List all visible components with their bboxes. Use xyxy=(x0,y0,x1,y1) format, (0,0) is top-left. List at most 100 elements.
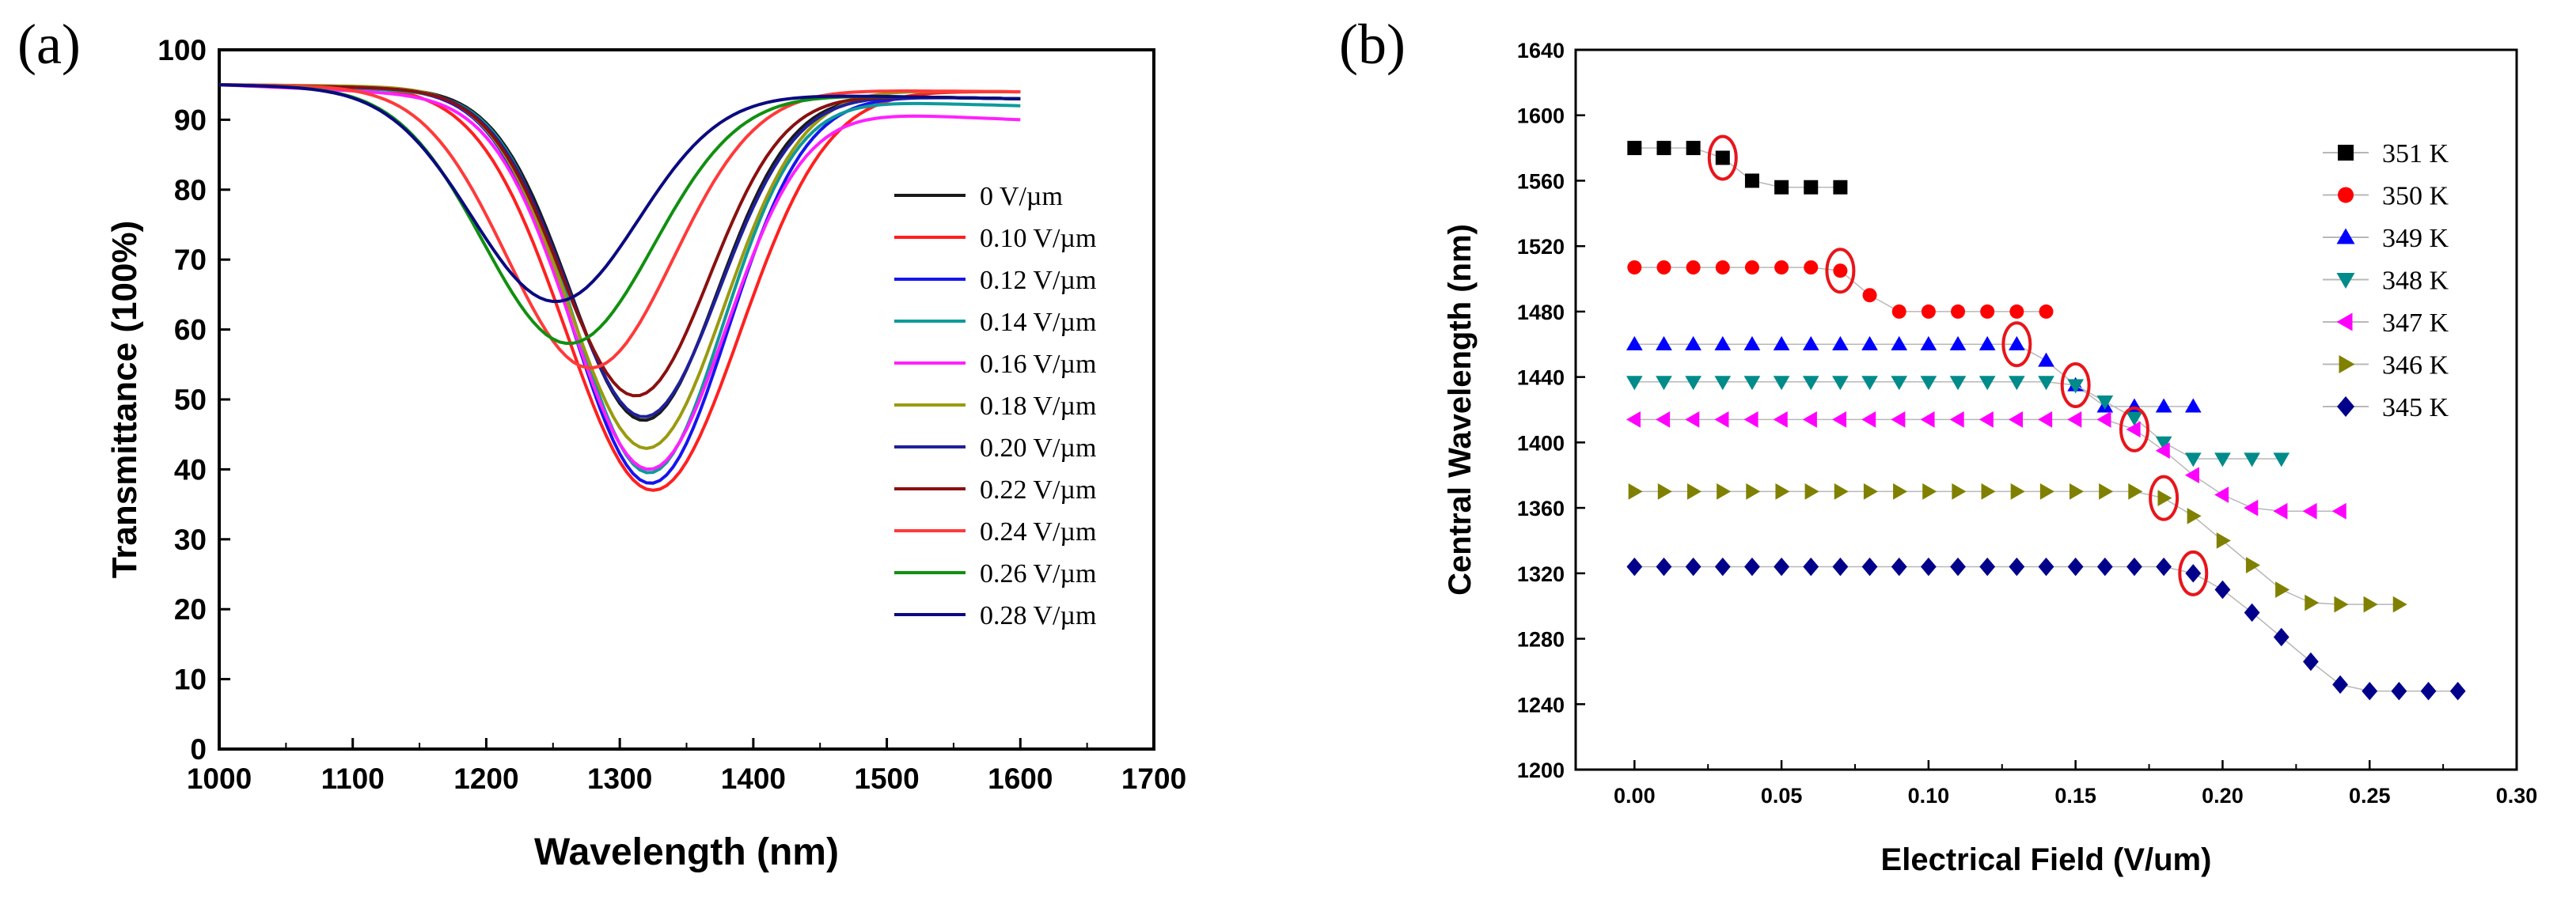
panel-a-series-line xyxy=(218,83,1021,450)
panel-b-legend: 351 K 350 K 349 K 348 K 347 K 346 K 345 K xyxy=(2323,139,2449,422)
panel-b-data-point xyxy=(1832,411,1847,428)
panel-b-data-point xyxy=(1744,260,1759,275)
panel-b-data-point xyxy=(1715,260,1730,275)
panel-b-data-point xyxy=(1773,411,1788,428)
panel-a-legend-label: 0.22 V/µm xyxy=(980,475,1096,505)
panel-b-data-point xyxy=(1833,263,1848,278)
panel-a-legend-label: 0.12 V/µm xyxy=(980,266,1096,295)
panel-b-x-tick-label: 0.15 xyxy=(2054,784,2096,808)
panel-b-data-point xyxy=(1626,411,1641,428)
panel-a-legend-label: 0.18 V/µm xyxy=(980,392,1096,421)
panel-b-data-point xyxy=(2185,564,2202,583)
panel-a-legend: 0 V/µm 0.10 V/µm 0.12 V/µm 0.14 V/µm 0.16 V/… xyxy=(894,182,1096,630)
panel-b-data-point xyxy=(1714,411,1729,428)
panel-a-y-tick-label: 20 xyxy=(174,593,207,626)
panel-a-y-tick-label: 70 xyxy=(174,244,207,276)
panel-b-data-point xyxy=(1952,483,1967,500)
panel-a-series-line xyxy=(218,83,1021,304)
panel-b-data-point xyxy=(1686,483,1702,500)
panel-b-data-point xyxy=(1951,304,1966,319)
panel-b-data-point xyxy=(2336,312,2353,331)
panel-a-transmittance-chart: (a) 1000 1100 1200 1300 1400 1500 1600 1700 0 10 2… xyxy=(17,13,1186,873)
panel-b-data-point xyxy=(1774,260,1789,275)
panel-b-data-point xyxy=(2039,304,2054,319)
panel-b-data-point xyxy=(1656,335,1672,350)
panel-a-legend-label: 0.16 V/µm xyxy=(980,350,1096,379)
panel-b-data-point xyxy=(2362,682,2378,701)
panel-b-data-point xyxy=(1685,557,1702,577)
panel-a-y-tick-label: 100 xyxy=(157,34,207,66)
panel-b-data-point xyxy=(2067,411,2082,428)
panel-b-legend-label: 350 K xyxy=(2382,182,2449,211)
panel-b-data-point xyxy=(1861,376,1878,391)
panel-b-y-tick-label: 1360 xyxy=(1517,497,1565,520)
panel-b-data-point xyxy=(1978,376,1996,391)
panel-b-data-point xyxy=(2184,467,2199,484)
panel-b-data-point xyxy=(2184,452,2202,467)
panel-b-data-point xyxy=(2008,335,2025,350)
panel-b-series-connector xyxy=(1634,566,2458,692)
panel-a-series-line xyxy=(218,83,1021,418)
panel-b-data-point xyxy=(2096,411,2111,428)
panel-b-highlight-ellipse xyxy=(2149,475,2180,521)
panel-b-legend-label: 345 K xyxy=(2382,393,2449,422)
panel-b-data-point xyxy=(2244,452,2260,467)
panel-b-data-point xyxy=(1802,411,1817,428)
panel-b-data-point xyxy=(2334,596,2349,613)
panel-b-data-point xyxy=(2338,145,2354,161)
panel-b-data-point xyxy=(2275,581,2290,598)
panel-b-data-point xyxy=(2392,596,2407,613)
panel-b-data-point xyxy=(1746,483,1761,500)
panel-a-series-line xyxy=(218,83,1021,422)
panel-b-data-point xyxy=(1744,173,1759,188)
panel-b-data-point xyxy=(1922,483,1937,500)
panel-b-y-tick-label: 1200 xyxy=(1517,759,1565,782)
panel-b-legend-label: 346 K xyxy=(2382,351,2449,380)
panel-b-data-point xyxy=(1920,335,1937,350)
panel-b-data-point xyxy=(2126,421,2141,438)
panel-b-data-point xyxy=(1657,483,1672,500)
panel-b-data-point xyxy=(2184,398,2202,413)
panel-a-legend-label: 0.10 V/µm xyxy=(980,224,1096,253)
panel-b-data-point xyxy=(1714,376,1732,391)
panel-b-data-point xyxy=(1686,141,1701,156)
panel-b-data-point xyxy=(1775,483,1790,500)
panel-b-highlight-ellipse xyxy=(1707,134,1738,181)
panel-a-series-lines xyxy=(218,83,1021,492)
panel-b-data-point xyxy=(2155,436,2172,451)
panel-b-data-point xyxy=(1833,180,1848,195)
panel-b-x-tick-label: 0.00 xyxy=(1614,784,1656,808)
panel-b-data-point xyxy=(2038,376,2054,391)
panel-b-data-point xyxy=(2331,502,2346,520)
panel-b-data-point xyxy=(2156,557,2172,577)
panel-b-data-point xyxy=(1743,376,1761,391)
panel-b-x-tick-label: 0.20 xyxy=(2202,784,2244,808)
panel-b-data-point xyxy=(1743,411,1758,428)
panel-b-data-point xyxy=(2067,557,2084,577)
panel-b-data-point xyxy=(2126,411,2143,426)
panel-b-data-point xyxy=(1714,335,1732,350)
panel-b-data-point xyxy=(2009,557,2025,577)
panel-b-data-point xyxy=(1891,304,1906,319)
panel-b-data-point xyxy=(1656,411,1671,428)
panel-b-data-point xyxy=(1656,260,1671,275)
panel-b-data-point xyxy=(1920,557,1937,577)
panel-a-label: (a) xyxy=(17,13,81,76)
panel-b-x-tick-label: 0.30 xyxy=(2496,784,2538,808)
panel-b-data-point xyxy=(1861,335,1878,350)
panel-b-data-point xyxy=(1626,557,1643,577)
panel-b-data-point xyxy=(1628,483,1643,500)
panel-a-legend-label: 0.28 V/µm xyxy=(980,601,1096,630)
panel-b-data-point xyxy=(1686,260,1701,275)
panel-b-data-point xyxy=(1978,335,1996,350)
panel-b-legend-label: 349 K xyxy=(2382,224,2449,253)
panel-b-legend-label: 348 K xyxy=(2382,267,2449,296)
panel-a-x-tick-label: 1500 xyxy=(854,763,919,795)
panel-b-data-point xyxy=(1832,557,1849,577)
panel-b-data-point xyxy=(2273,627,2290,647)
panel-b-data-point xyxy=(2157,490,2172,507)
panel-a-legend-label: 0.24 V/µm xyxy=(980,517,1096,547)
panel-b-series-connector xyxy=(1634,343,2194,407)
panel-b-data-point xyxy=(2038,557,2054,577)
panel-b-data-point xyxy=(1804,483,1819,500)
